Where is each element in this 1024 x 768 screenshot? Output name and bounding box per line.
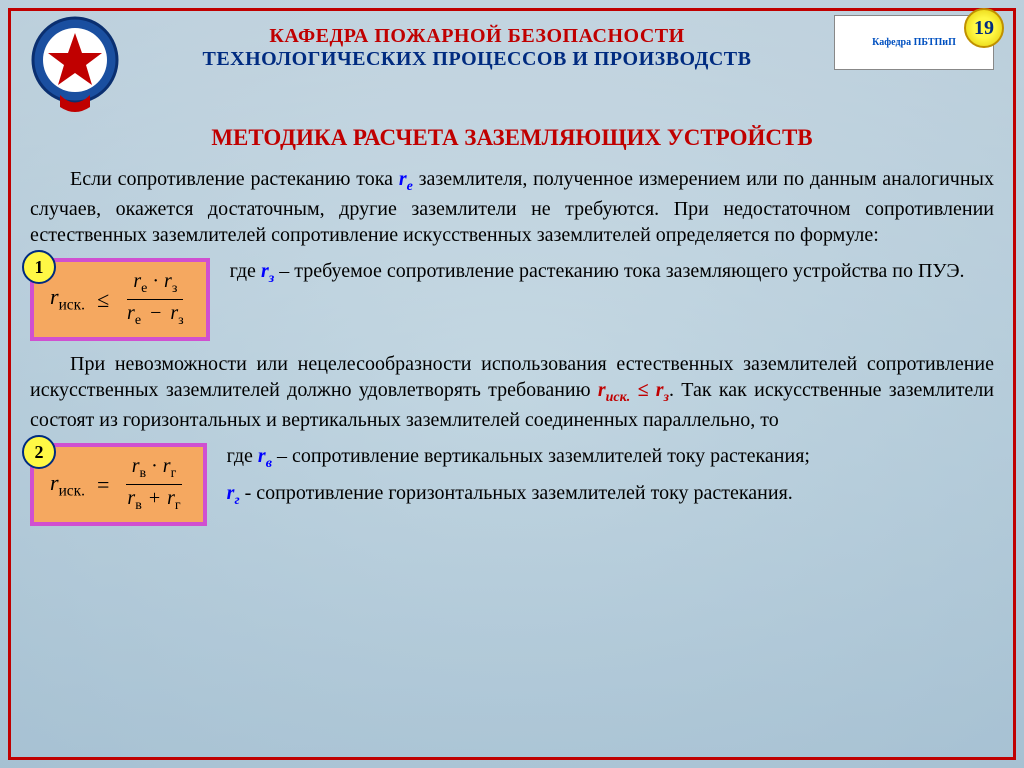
p1-text-a: Если сопротивление растеканию тока — [70, 168, 399, 190]
header-row: КАФЕДРА ПОЖАРНОЙ БЕЗОПАСНОСТИ ТЕХНОЛОГИЧ… — [30, 15, 994, 115]
f2-lhs: rиск. — [50, 470, 85, 500]
formula-2-desc: где rв – сопротивление вертикальных зазе… — [227, 443, 994, 511]
symbol-rg: rг — [227, 482, 240, 504]
symbol-rz2: rз — [656, 379, 669, 401]
f1-numerator: rе · rз — [127, 270, 183, 300]
dept-line-1: КАФЕДРА ПОЖАРНОЙ БЕЗОПАСНОСТИ — [130, 25, 824, 48]
formula-1-badge: 1 — [22, 250, 56, 284]
emblem-icon — [30, 15, 120, 115]
f2-op: = — [97, 472, 109, 498]
f2-desc-line1: где rв – сопротивление вертикальных зазе… — [227, 443, 994, 474]
f2-denominator: rв + rг — [121, 485, 186, 514]
f2-desc-line2: rг - сопротивление горизонтальных заземл… — [227, 480, 994, 511]
formula-1-row: 1 rиск. ≤ rе · rз rе − rз — [30, 258, 994, 341]
symbol-risk: rиск. — [598, 379, 630, 401]
formula-1-box: rиск. ≤ rе · rз rе − rз — [30, 258, 210, 341]
symbol-rv: rв — [258, 445, 272, 467]
f1-fraction: rе · rз rе − rз — [121, 270, 190, 329]
symbol-rz: rз — [261, 260, 274, 282]
logo-text: Кафедра ПБТПиП — [872, 37, 956, 48]
dept-line-2: ТЕХНОЛОГИЧЕСКИХ ПРОЦЕССОВ И ПРОИЗВОДСТВ — [130, 48, 824, 71]
formula-2-wrap: 2 rиск. = rв · rг rв + rг — [30, 443, 207, 526]
department-header: КАФЕДРА ПОЖАРНОЙ БЕЗОПАСНОСТИ ТЕХНОЛОГИЧ… — [130, 15, 824, 71]
symbol-re: rе — [399, 168, 413, 190]
slide-title: МЕТОДИКА РАСЧЕТА ЗАЗЕМЛЯЮЩИХ УСТРОЙСТВ — [30, 125, 994, 151]
paragraph-1: Если сопротивление растеканию тока rе за… — [30, 166, 994, 248]
formula-1-wrap: 1 rиск. ≤ rе · rз rе − rз — [30, 258, 210, 341]
page-number-badge: 19 — [964, 8, 1004, 48]
formula-2-row: 2 rиск. = rв · rг rв + rг — [30, 443, 994, 526]
f2-fraction: rв · rг rв + rг — [121, 455, 186, 514]
f1-lhs: rиск. — [50, 284, 85, 314]
formula-2-box: rиск. = rв · rг rв + rг — [30, 443, 207, 526]
f1-op: ≤ — [97, 287, 109, 313]
f1-denominator: rе − rз — [121, 300, 190, 329]
formula-1-desc: где rз – требуемое сопротивление растека… — [230, 258, 994, 289]
f2-numerator: rв · rг — [126, 455, 183, 485]
paragraph-2: При невозможности или нецелесообразности… — [30, 351, 994, 433]
slide-content: КАФЕДРА ПОЖАРНОЙ БЕЗОПАСНОСТИ ТЕХНОЛОГИЧ… — [0, 0, 1024, 551]
ineq: ≤ — [630, 379, 656, 401]
